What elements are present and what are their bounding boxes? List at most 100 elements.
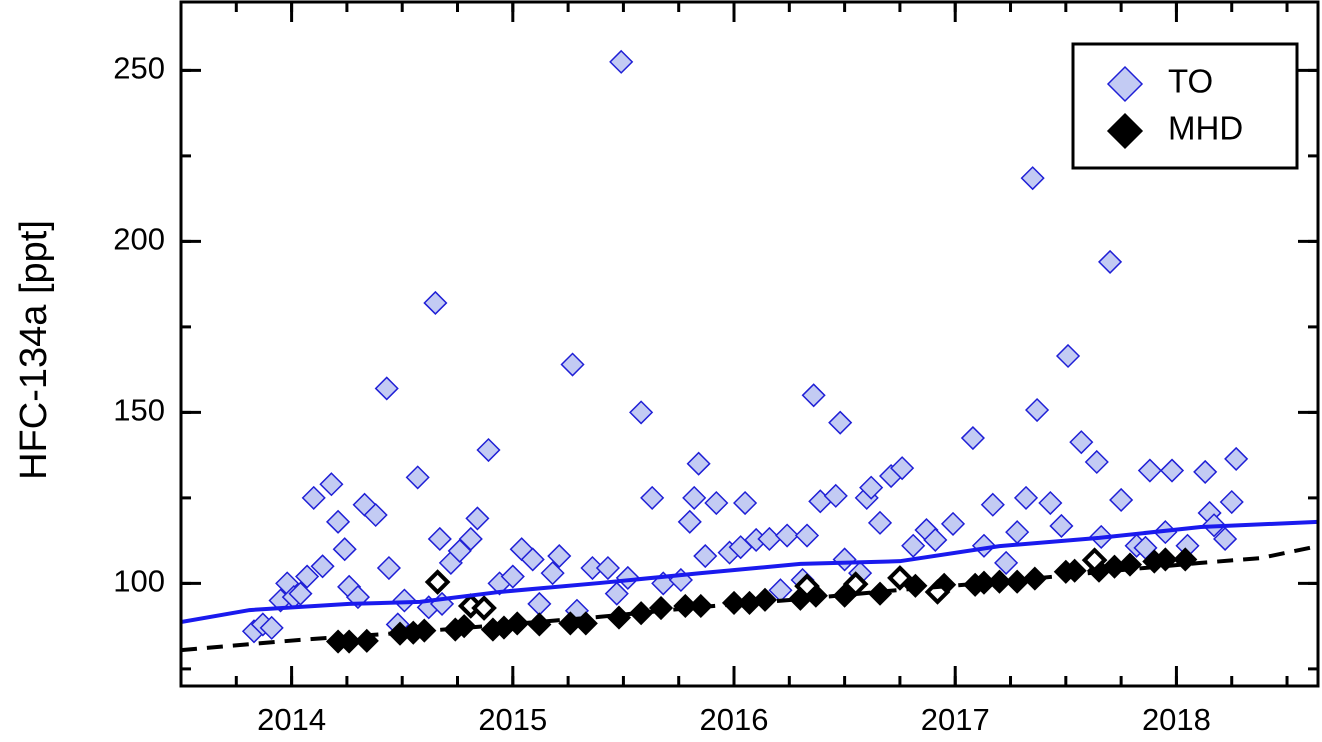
diamond-marker: [867, 510, 893, 535]
diamond-marker: [1005, 520, 1030, 545]
diamond-marker: [994, 550, 1019, 575]
diamond-marker: [1137, 458, 1162, 483]
diamond-marker: [465, 506, 490, 531]
diamond-marker: [332, 537, 357, 562]
diamond-marker: [757, 526, 782, 552]
diamond-marker: [859, 475, 884, 500]
y-tick-label: 150: [113, 393, 165, 428]
legend-marker: [1106, 112, 1144, 150]
open-diamond-marker: [1081, 547, 1108, 573]
diamond-marker: [427, 526, 452, 552]
diamond-marker: [775, 523, 800, 548]
open-diamond-marker: [794, 573, 820, 599]
legend-label: MHD: [1168, 110, 1243, 147]
open-diamond-marker: [471, 595, 497, 621]
diamond-marker: [259, 615, 284, 640]
diamond-marker: [374, 376, 399, 401]
diamond-marker: [325, 509, 351, 534]
diamond-marker: [823, 483, 848, 508]
diamond-marker: [752, 587, 778, 612]
diamond-marker: [686, 451, 711, 476]
diamond-marker: [527, 591, 552, 616]
diamond-marker: [1224, 446, 1249, 471]
x-tick-label: 2018: [1142, 702, 1211, 737]
diamond-marker: [376, 555, 401, 581]
diamond-marker: [1219, 489, 1244, 515]
fit-line: [181, 519, 1318, 625]
open-diamond-marker: [887, 565, 913, 591]
diamond-marker: [310, 554, 335, 579]
diamond-marker: [693, 543, 718, 569]
legend-box: [1071, 42, 1299, 170]
diamond-marker: [540, 561, 565, 586]
diamond-marker: [1049, 513, 1074, 539]
legend: TO MHD: [1071, 42, 1299, 170]
diamond-marker: [1055, 343, 1081, 369]
diamond-marker: [901, 533, 926, 558]
diamond-marker: [604, 581, 629, 606]
x-tick-label: 2017: [921, 702, 990, 737]
diamond-marker: [733, 490, 758, 516]
diamond-marker: [940, 511, 966, 536]
diamond-marker: [980, 492, 1005, 517]
diamond-marker: [648, 595, 674, 621]
diamond-marker: [1069, 430, 1094, 455]
diamond-marker: [1084, 449, 1109, 475]
diamond-marker: [560, 352, 585, 377]
y-tick-label: 250: [113, 51, 165, 86]
diamond-marker: [923, 527, 948, 553]
diamond-marker: [960, 425, 985, 451]
diamond-marker: [682, 485, 707, 510]
plot-frame: [179, 0, 1320, 688]
y-tick-label: 200: [113, 222, 165, 257]
diamond-marker: [458, 526, 483, 552]
diamond-marker: [1013, 485, 1039, 510]
diamond-marker: [629, 400, 654, 425]
diamond-marker: [640, 485, 665, 510]
diamond-marker: [615, 565, 640, 590]
diamond-marker: [609, 49, 634, 74]
diamond-marker: [828, 410, 853, 435]
diamond-marker: [500, 564, 525, 589]
diamond-marker: [1193, 459, 1218, 484]
diamond-marker: [405, 465, 430, 490]
diamond-marker: [629, 601, 654, 626]
diamond-marker: [1020, 166, 1045, 191]
diamond-marker: [319, 472, 344, 497]
diamond-marker: [668, 567, 693, 593]
diamond-marker: [295, 564, 320, 589]
legend-marker: [1106, 65, 1144, 103]
diamond-marker: [832, 547, 857, 572]
x-tick-label: 2015: [478, 702, 547, 737]
open-diamond-marker: [424, 569, 451, 595]
diamond-marker: [1153, 547, 1178, 572]
diamond-marker: [1062, 558, 1087, 583]
y-tick-label: 100: [113, 564, 165, 599]
diamond-marker: [677, 509, 702, 534]
diamond-marker: [1025, 397, 1050, 423]
diamond-marker: [1022, 566, 1047, 591]
dashed-fit-line: [181, 544, 1318, 653]
legend-label: TO: [1168, 63, 1213, 100]
diamond-marker: [867, 581, 893, 606]
diamond-marker: [1159, 458, 1185, 483]
diamond-marker: [476, 437, 501, 463]
diamond-marker: [801, 383, 826, 408]
diamond-marker: [794, 523, 820, 548]
diamond-marker: [595, 555, 620, 581]
diamond-marker: [547, 543, 572, 569]
diamond-marker: [452, 614, 477, 639]
y-axis-label: HFC-134a [ppt]: [13, 220, 55, 480]
diamond-marker: [704, 490, 729, 516]
diamond-marker: [505, 611, 530, 636]
diamond-marker: [1109, 487, 1134, 513]
diamond-marker: [1038, 490, 1063, 516]
x-tick-label: 2014: [257, 702, 326, 737]
diamond-marker: [890, 456, 915, 481]
plot-marks: [181, 49, 1318, 654]
x-tick-label: 2016: [700, 702, 769, 737]
diamond-marker: [363, 502, 388, 528]
diamond-marker: [423, 290, 448, 316]
diamond-marker: [1117, 552, 1143, 577]
